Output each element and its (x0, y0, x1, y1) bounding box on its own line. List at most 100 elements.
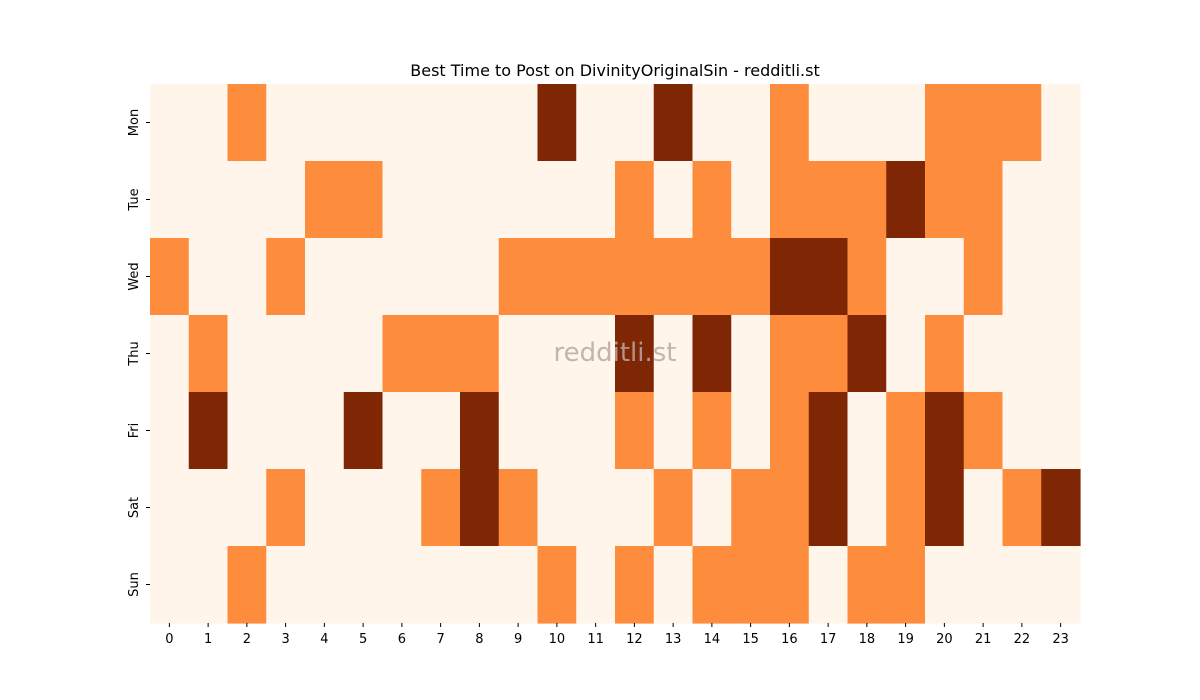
heatmap-cell-wed-2 (227, 238, 267, 316)
heatmap-cell-fri-19 (886, 392, 926, 470)
heatmap-cell-tue-8 (460, 161, 500, 239)
heatmap-cell-sat-8 (460, 469, 500, 547)
heatmap-cell-fri-18 (847, 392, 887, 470)
x-tick-label: 21 (975, 632, 992, 647)
heatmap-cell-wed-14 (692, 238, 732, 316)
heatmap-cell-thu-13 (653, 315, 694, 393)
x-tick-label: 11 (587, 632, 604, 647)
heatmap-cell-mon-12 (615, 84, 655, 162)
heatmap-cell-sat-23 (1041, 469, 1081, 547)
heatmap-cell-mon-22 (1002, 84, 1042, 162)
heatmap-cell-sat-15 (731, 469, 771, 547)
heatmap-cell-sat-10 (537, 469, 577, 547)
heatmap-cell-wed-22 (1002, 238, 1042, 316)
heatmap-cell-mon-0 (150, 84, 190, 162)
heatmap-cell-tue-21 (963, 161, 1004, 239)
heatmap-cell-fri-13 (653, 392, 694, 470)
y-tick-label: Thu (127, 341, 142, 366)
heatmap-cell-tue-6 (382, 161, 422, 239)
heatmap-cell-thu-1 (188, 315, 229, 393)
heatmap-cell-sun-8 (460, 546, 500, 624)
heatmap-cell-fri-6 (382, 392, 422, 470)
heatmap-cell-thu-5 (343, 315, 384, 393)
heatmap-cell-sun-11 (576, 546, 616, 624)
heatmap-cell-mon-11 (576, 84, 616, 162)
heatmap-cell-fri-12 (615, 392, 655, 470)
x-tick-label: 12 (626, 632, 643, 647)
heatmap-cell-thu-11 (576, 315, 616, 393)
heatmap-cell-mon-23 (1041, 84, 1081, 162)
heatmap-cell-wed-9 (498, 238, 539, 316)
heatmap-cell-tue-12 (615, 161, 655, 239)
heatmap-cell-tue-3 (266, 161, 306, 239)
heatmap-cell-wed-7 (421, 238, 461, 316)
heatmap-cell-thu-20 (925, 315, 965, 393)
heatmap-cell-mon-1 (188, 84, 229, 162)
heatmap-cell-mon-20 (925, 84, 965, 162)
heatmap-cell-sun-4 (305, 546, 345, 624)
heatmap-cell-tue-2 (227, 161, 267, 239)
heatmap-cell-sun-3 (266, 546, 306, 624)
heatmap-cell-sun-5 (343, 546, 384, 624)
heatmap-cell-thu-3 (266, 315, 306, 393)
heatmap-cell-fri-17 (808, 392, 849, 470)
heatmap-cells (150, 84, 1081, 624)
heatmap-cell-fri-7 (421, 392, 461, 470)
heatmap-cell-wed-6 (382, 238, 422, 316)
heatmap-cell-mon-14 (692, 84, 732, 162)
y-tick-label: Mon (127, 109, 142, 136)
heatmap-cell-mon-10 (537, 84, 577, 162)
heatmap-cell-wed-13 (653, 238, 694, 316)
heatmap-cell-fri-5 (343, 392, 384, 470)
heatmap-cell-wed-5 (343, 238, 384, 316)
heatmap-cell-tue-5 (343, 161, 384, 239)
heatmap-cell-mon-9 (498, 84, 539, 162)
heatmap-cell-sun-18 (847, 546, 887, 624)
heatmap-cell-sun-9 (498, 546, 539, 624)
heatmap-cell-wed-18 (847, 238, 887, 316)
heatmap-cell-sat-22 (1002, 469, 1042, 547)
x-tick-label: 18 (859, 632, 876, 647)
heatmap-cell-sun-10 (537, 546, 577, 624)
heatmap-cell-sat-3 (266, 469, 306, 547)
heatmap-cell-fri-21 (963, 392, 1004, 470)
heatmap-cell-sat-17 (808, 469, 849, 547)
x-tick-label: 1 (204, 632, 212, 647)
heatmap-cell-thu-22 (1002, 315, 1042, 393)
chart-title: Best Time to Post on DivinityOriginalSin… (410, 61, 819, 80)
x-tick-label: 0 (165, 632, 173, 647)
heatmap-cell-sat-1 (188, 469, 229, 547)
heatmap-cell-sat-2 (227, 469, 267, 547)
heatmap-cell-fri-0 (150, 392, 190, 470)
heatmap-cell-mon-18 (847, 84, 887, 162)
heatmap-cell-tue-10 (537, 161, 577, 239)
heatmap-cell-thu-19 (886, 315, 926, 393)
heatmap-cell-sat-6 (382, 469, 422, 547)
heatmap-cell-fri-15 (731, 392, 771, 470)
heatmap-cell-fri-2 (227, 392, 267, 470)
heatmap-cell-fri-1 (188, 392, 229, 470)
heatmap-cell-sun-16 (770, 546, 810, 624)
heatmap-cell-tue-19 (886, 161, 926, 239)
heatmap-cell-mon-17 (808, 84, 849, 162)
x-tick-label: 8 (475, 632, 483, 647)
heatmap-cell-sun-19 (886, 546, 926, 624)
x-tick-label: 16 (781, 632, 798, 647)
heatmap-cell-sun-6 (382, 546, 422, 624)
heatmap-cell-mon-16 (770, 84, 810, 162)
heatmap-cell-mon-21 (963, 84, 1004, 162)
heatmap-cell-tue-14 (692, 161, 732, 239)
heatmap-cell-sat-21 (963, 469, 1004, 547)
x-tick-label: 3 (281, 632, 289, 647)
heatmap-cell-thu-2 (227, 315, 267, 393)
heatmap-cell-tue-23 (1041, 161, 1081, 239)
heatmap-cell-tue-17 (808, 161, 849, 239)
heatmap-cell-wed-17 (808, 238, 849, 316)
heatmap-cell-sun-23 (1041, 546, 1081, 624)
heatmap-cell-wed-16 (770, 238, 810, 316)
heatmap-cell-thu-18 (847, 315, 887, 393)
heatmap-cell-mon-8 (460, 84, 500, 162)
heatmap-cell-sun-17 (808, 546, 849, 624)
heatmap-cell-fri-20 (925, 392, 965, 470)
